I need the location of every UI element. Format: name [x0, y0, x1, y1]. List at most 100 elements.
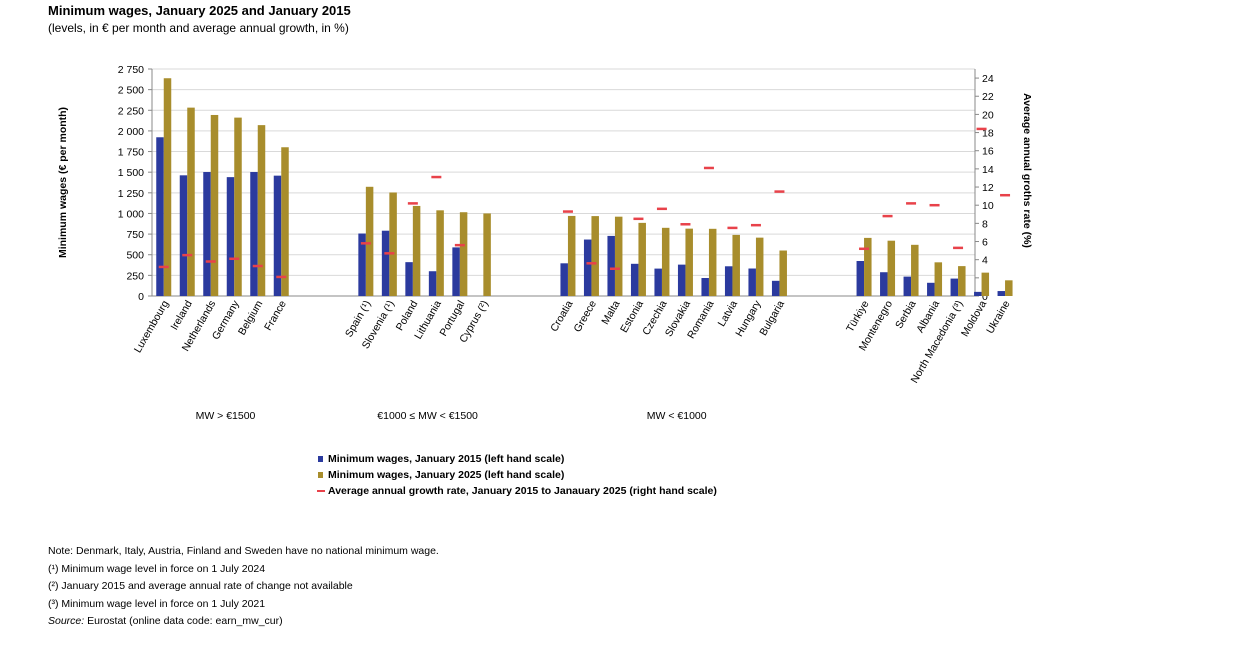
bar-2025: [591, 216, 599, 296]
bar-2015: [560, 263, 568, 296]
right-tick-label: 24: [982, 73, 994, 85]
bar-2025: [911, 244, 919, 296]
source-label: Source:: [48, 615, 85, 627]
axes: 0 250 500 750 1 000 1 250 1 500 1 750 2 000 2 250…: [57, 64, 1033, 303]
bar-2025: [257, 125, 266, 296]
group-label: €1000 ≤ MW < €1500: [377, 410, 478, 422]
group-label: MW < €1000: [647, 410, 707, 422]
legend-label: Minimum wages, January 2015 (left hand s…: [328, 453, 564, 465]
bar-2015: [701, 278, 709, 296]
bar-2015: [748, 268, 756, 296]
left-tick-label: 1 500: [118, 167, 144, 179]
bar-2015: [724, 266, 733, 296]
right-tick-label: 4: [982, 255, 988, 267]
bar-2015: [880, 272, 888, 296]
group-label: MW > €1500: [196, 410, 256, 422]
bar-2025: [281, 147, 289, 296]
bar-2025: [187, 107, 195, 296]
bar-2025: [1005, 280, 1013, 296]
legend-swatch: [318, 472, 323, 478]
bar-2025: [210, 114, 219, 297]
legend: Minimum wages, January 2015 (left hand s…: [317, 453, 717, 497]
source-line: Source: Eurostat (online data code: earn…: [48, 613, 439, 631]
right-tick-label: 16: [982, 146, 994, 158]
bar-2015: [226, 177, 235, 296]
bar-2025: [483, 213, 491, 296]
bar-2025: [934, 262, 943, 296]
right-tick-label: 20: [982, 109, 994, 121]
bars: [156, 78, 1013, 297]
left-tick-label: 750: [126, 229, 144, 241]
category-label: Latvia: [716, 298, 740, 328]
bar-2025: [234, 117, 242, 297]
bar-2025: [661, 227, 670, 296]
left-tick-label: 2 750: [118, 64, 144, 76]
bar-2025: [732, 234, 740, 296]
bar-2015: [654, 268, 662, 296]
bar-2015: [997, 291, 1006, 296]
footnote-2: (²) January 2015 and average annual rate…: [48, 580, 353, 592]
chart-subtitle: (levels, in € per month and average annu…: [48, 21, 349, 35]
bar-2015: [950, 278, 959, 296]
bar-2015: [771, 280, 780, 296]
left-tick-label: 1 250: [118, 188, 144, 200]
right-tick-label: 18: [982, 128, 994, 140]
legend-swatch: [318, 456, 323, 462]
bar-2015: [630, 263, 639, 296]
bar-2025: [459, 212, 468, 296]
footnote-3: (³) Minimum wage level in force on 1 Jul…: [48, 597, 266, 610]
bar-2015: [273, 175, 282, 296]
category-labels: LuxembourgIrelandNetherlandsGermanyBelgi…: [132, 298, 1013, 422]
bar-2025: [981, 272, 990, 296]
chart-title: Minimum wages, January 2025 and January …: [48, 3, 351, 18]
gridlines: [152, 68, 975, 297]
bar-2015: [452, 247, 460, 296]
category-label: France: [262, 298, 289, 332]
notes: Note: Denmark, Italy, Austria, Finland a…: [48, 543, 439, 631]
bar-2015: [583, 239, 592, 296]
y-axis-title: Minimum wages (€ per month): [57, 107, 69, 258]
category-label: Ukraine: [984, 298, 1013, 335]
footnote-1: (¹) Minimum wage level in force on 1 Jul…: [48, 562, 266, 575]
left-tick-label: 2 000: [118, 126, 144, 138]
bar-2025: [887, 240, 896, 296]
right-tick-label: 10: [982, 200, 994, 212]
category-label: Greece: [571, 298, 599, 334]
left-tick-label: 1 750: [118, 147, 144, 159]
bar-2025: [779, 250, 787, 296]
bar-2025: [958, 266, 966, 296]
bar-2025: [412, 205, 421, 296]
bar-2015: [250, 172, 258, 296]
bar-2025: [864, 237, 872, 296]
right-tick-label: 14: [982, 164, 994, 176]
bar-2015: [405, 262, 413, 296]
bar-2015: [677, 264, 686, 296]
right-tick-label: 12: [982, 182, 994, 194]
left-tick-label: 250: [126, 270, 144, 282]
category-label: Malta: [599, 298, 622, 326]
bar-2015: [974, 291, 982, 296]
growth-markers: [158, 127, 1011, 279]
left-tick-label: 0: [138, 291, 144, 303]
bar-2025: [389, 192, 397, 296]
bar-2015: [156, 137, 164, 296]
bar-2015: [358, 233, 366, 296]
chart: Minimum wages, January 2025 and January …: [48, 3, 1033, 497]
bar-2025: [567, 215, 576, 296]
legend-label: Average annual growth rate, January 2015…: [328, 485, 717, 497]
left-tick-label: 500: [126, 250, 144, 262]
bar-2015: [903, 276, 912, 296]
source-text: Eurostat (online data code: earn_mw_cur): [84, 615, 283, 627]
bar-2025: [638, 222, 646, 296]
note-line: Note: Denmark, Italy, Austria, Finland a…: [48, 545, 439, 557]
bar-2025: [163, 78, 172, 297]
bar-2015: [179, 175, 188, 296]
right-tick-label: 0: [982, 291, 988, 303]
bar-2025: [708, 228, 717, 296]
right-tick-label: 8: [982, 218, 988, 230]
bar-2015: [856, 261, 865, 296]
right-tick-label: 6: [982, 237, 988, 249]
bar-2015: [927, 282, 935, 296]
y2-axis-title: Average annual groths rate (%): [1021, 93, 1033, 248]
bar-2025: [685, 228, 693, 296]
